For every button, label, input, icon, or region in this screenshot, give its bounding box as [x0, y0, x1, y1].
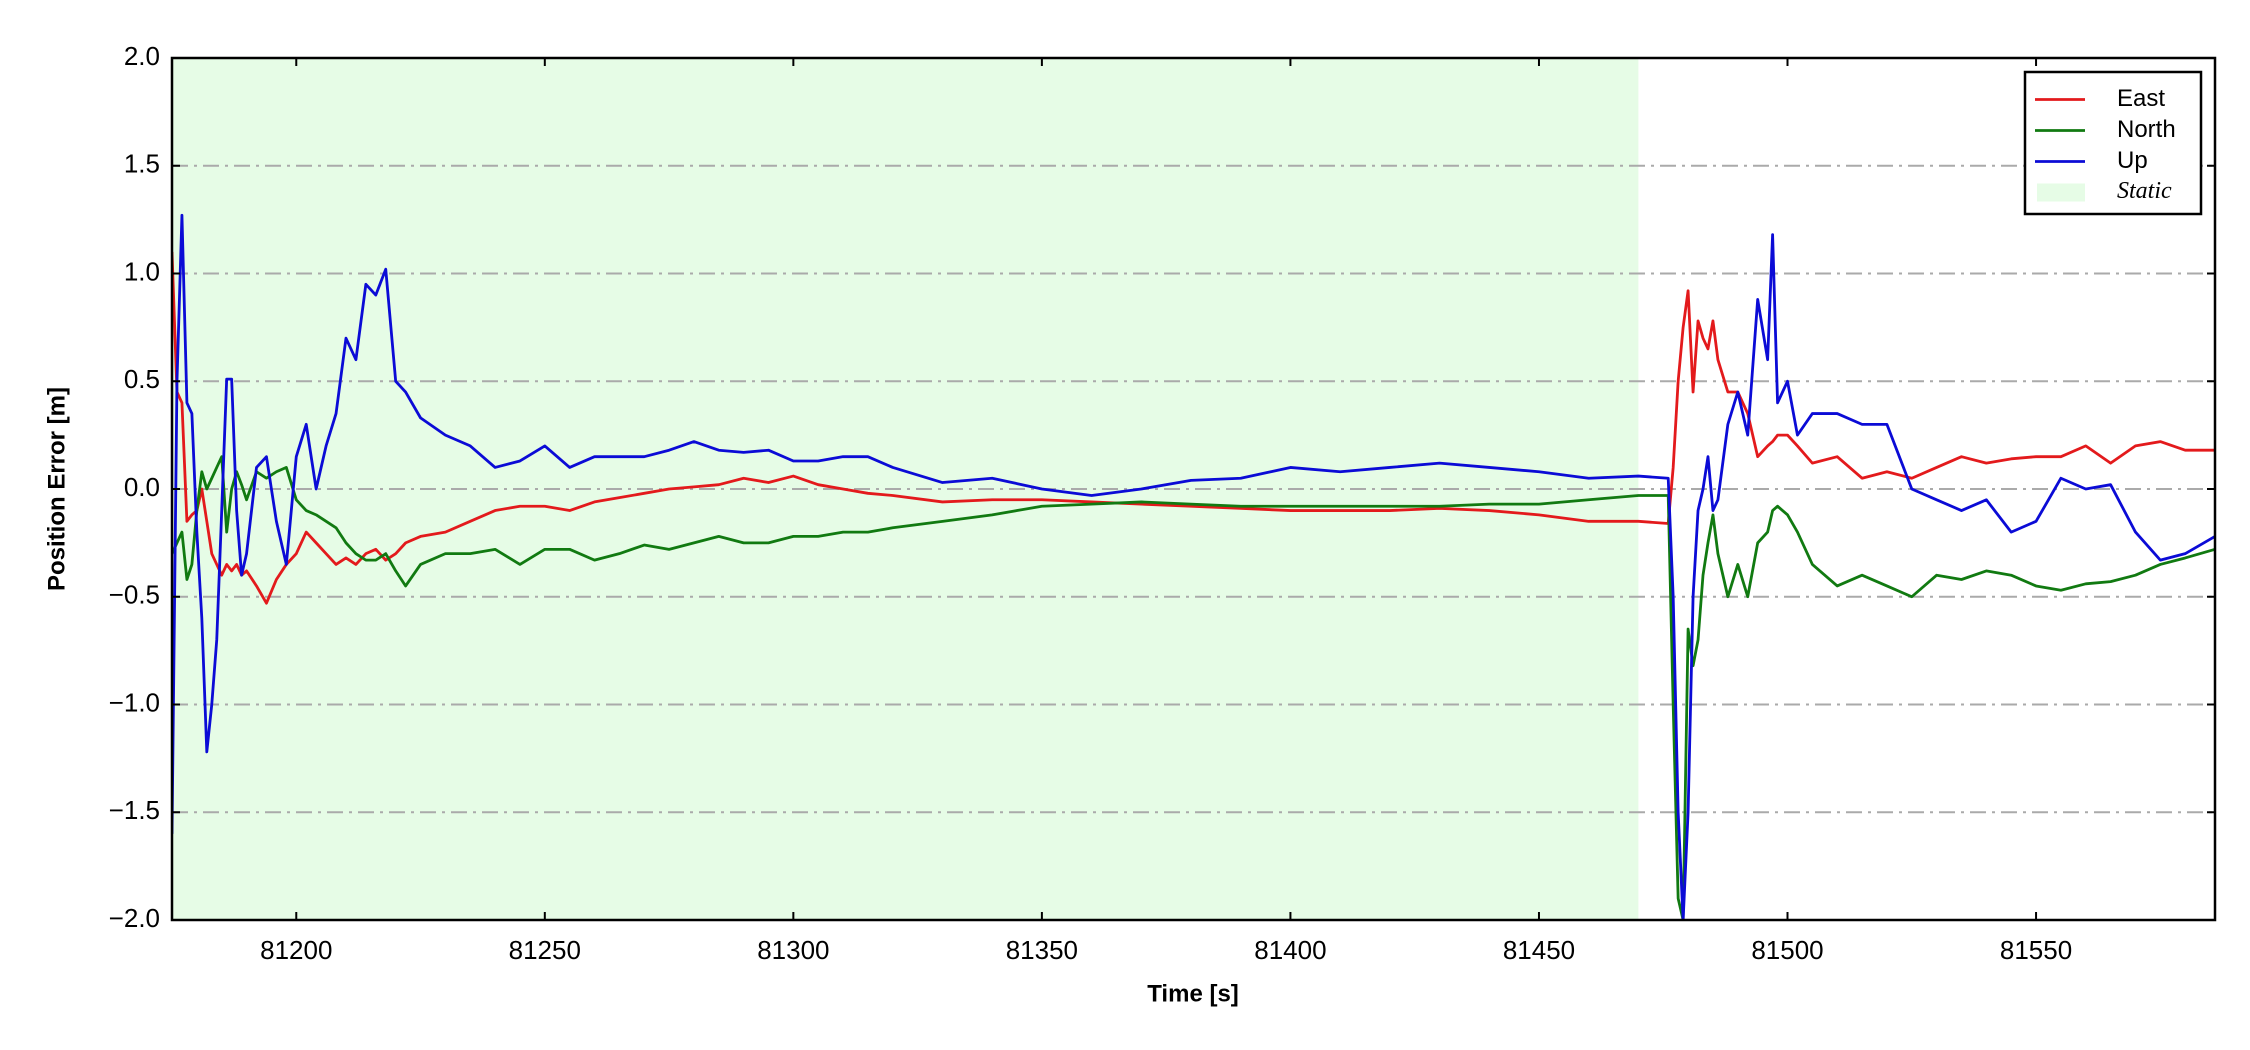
x-tick-label: 81200	[260, 935, 332, 965]
legend-swatch	[2037, 183, 2085, 202]
series-line	[172, 251, 2215, 605]
y-tick-label: −1.5	[109, 795, 160, 825]
tick-layer: −2.0 −1.5 −1.0 −0.5 0.0 0.5 1.0 1.5 2.0 81200 8125…	[109, 41, 2215, 965]
x-tick-label: 81300	[757, 935, 829, 965]
y-axis-label: Position Error [m]	[43, 387, 70, 591]
legend-label: East	[2117, 85, 2165, 112]
y-tick-label: −1.0	[109, 687, 160, 717]
y-tick-label: 0.5	[124, 364, 160, 394]
series-line	[172, 213, 2215, 920]
legend-label: Up	[2117, 147, 2148, 174]
y-tick-label: 2.0	[124, 41, 160, 71]
x-tick-label: 81450	[1503, 935, 1575, 965]
y-tick-label: −2.0	[109, 903, 160, 933]
x-tick-label: 81250	[509, 935, 581, 965]
line-layer	[172, 213, 2215, 920]
x-tick-label: 81350	[1006, 935, 1078, 965]
x-tick-label: 81400	[1254, 935, 1326, 965]
legend-label: North	[2117, 116, 2176, 143]
x-tick-label: 81550	[2000, 935, 2072, 965]
y-tick-label: 1.5	[124, 149, 160, 179]
series-line	[172, 455, 2215, 920]
legend-label: Static	[2117, 178, 2172, 204]
y-tick-label: −0.5	[109, 580, 160, 610]
x-tick-label: 81500	[1751, 935, 1823, 965]
y-tick-label: 0.0	[124, 472, 160, 502]
legend: East North Up Static	[2023, 70, 2203, 216]
x-axis-label: Time [s]	[1147, 980, 1239, 1007]
y-tick-label: 1.0	[124, 256, 160, 286]
